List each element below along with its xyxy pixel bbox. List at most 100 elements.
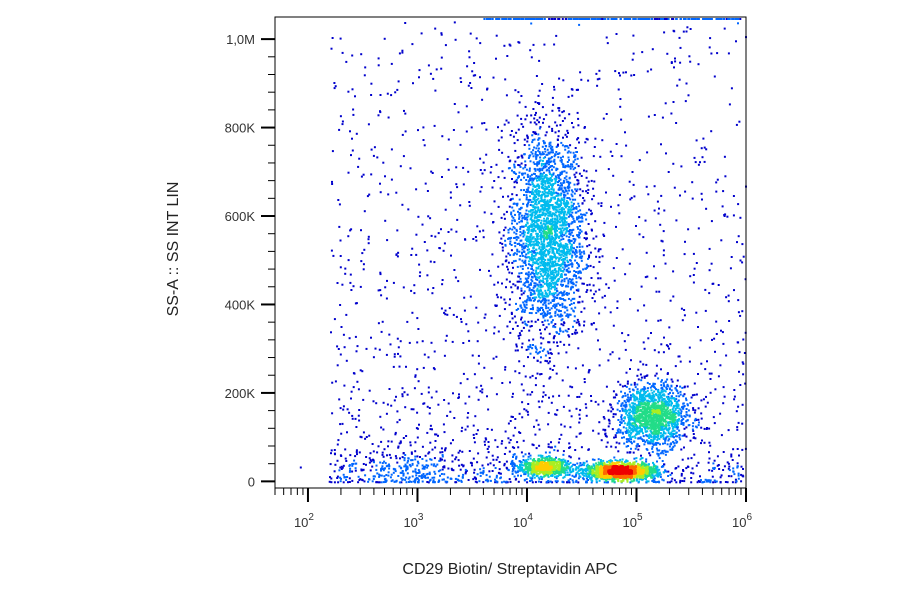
event-dot <box>697 326 699 328</box>
event-dot <box>542 163 545 165</box>
event-dot <box>548 282 551 284</box>
event-dot <box>560 269 562 272</box>
event-dot <box>653 443 656 446</box>
event-dot <box>460 318 462 321</box>
event-dot <box>532 269 535 272</box>
event-dot <box>404 130 407 133</box>
event-dot <box>614 413 617 416</box>
event-dot <box>633 383 636 386</box>
event-dot <box>424 476 427 479</box>
event-dot <box>507 422 510 425</box>
event-dot <box>615 257 618 259</box>
event-dot <box>577 289 580 292</box>
event-dot <box>688 415 691 418</box>
event-dot <box>548 125 551 128</box>
event-dot <box>557 293 560 296</box>
event-dot <box>540 18 543 20</box>
event-dot <box>736 241 738 244</box>
event-dot <box>626 382 629 385</box>
event-dot <box>544 394 547 397</box>
event-dot <box>495 355 498 358</box>
event-dot <box>389 456 392 459</box>
event-dot <box>619 431 622 434</box>
event-dot <box>537 216 539 219</box>
event-dot <box>360 468 363 471</box>
event-dot <box>343 476 346 478</box>
event-dot <box>546 455 548 458</box>
event-dot <box>344 448 347 451</box>
event-dot <box>683 433 686 436</box>
event-dot <box>485 153 488 156</box>
event-dot <box>537 244 539 247</box>
event-dot <box>556 234 559 237</box>
event-dot <box>688 346 691 349</box>
event-dot <box>558 107 561 110</box>
event-dot <box>538 187 541 189</box>
event-dot <box>402 437 405 439</box>
event-dot <box>612 324 615 327</box>
event-dot <box>619 424 621 426</box>
event-dot <box>555 151 558 153</box>
event-dot <box>342 405 345 408</box>
event-dot <box>504 366 507 369</box>
event-dot <box>630 431 633 434</box>
event-dot <box>422 366 425 369</box>
event-dot <box>558 291 561 294</box>
event-dot <box>400 467 403 470</box>
event-dot <box>646 448 649 451</box>
event-dot <box>661 478 664 481</box>
event-dot <box>558 264 561 267</box>
event-dot <box>569 288 572 291</box>
event-dot <box>481 391 484 394</box>
event-dot <box>553 85 555 88</box>
event-dot <box>656 465 659 468</box>
event-dot <box>519 277 522 280</box>
event-dot <box>527 413 530 416</box>
event-dot <box>617 431 620 434</box>
event-dot <box>535 272 538 275</box>
event-dot <box>562 453 565 456</box>
event-dot <box>654 374 657 377</box>
event-dot <box>512 456 514 458</box>
event-dot <box>599 18 602 20</box>
event-dot <box>576 188 579 191</box>
event-dot <box>558 394 561 397</box>
event-dot <box>680 410 683 413</box>
event-dot <box>488 18 491 20</box>
event-dot <box>682 418 685 420</box>
event-dot <box>535 243 538 245</box>
event-dot <box>559 212 562 215</box>
event-dot <box>432 77 435 80</box>
event-dot <box>513 186 516 189</box>
event-dot <box>721 331 724 334</box>
event-dot <box>719 18 722 20</box>
event-dot <box>560 263 563 266</box>
event-dot <box>653 385 656 388</box>
event-dot <box>722 451 725 453</box>
event-dot <box>573 320 576 323</box>
event-dot <box>345 60 348 63</box>
event-dot <box>380 481 383 484</box>
event-dot <box>532 299 535 302</box>
event-dot <box>532 247 535 249</box>
event-dot <box>529 178 532 181</box>
event-dot <box>661 460 664 462</box>
event-dot <box>394 470 397 473</box>
event-dot <box>553 269 556 272</box>
event-dot <box>472 74 475 77</box>
event-dot <box>624 405 627 407</box>
event-dot <box>477 398 480 401</box>
event-dot <box>540 284 543 287</box>
event-dot <box>643 439 646 442</box>
event-dot <box>469 82 472 84</box>
event-dot <box>398 481 401 484</box>
event-dot <box>604 432 607 435</box>
event-dot <box>540 274 543 277</box>
event-dot <box>535 196 537 198</box>
event-dot <box>539 172 542 175</box>
event-dot <box>686 419 689 422</box>
event-dot <box>660 384 663 387</box>
event-dot <box>547 299 550 302</box>
event-dot <box>347 259 350 262</box>
event-dot <box>406 320 409 323</box>
